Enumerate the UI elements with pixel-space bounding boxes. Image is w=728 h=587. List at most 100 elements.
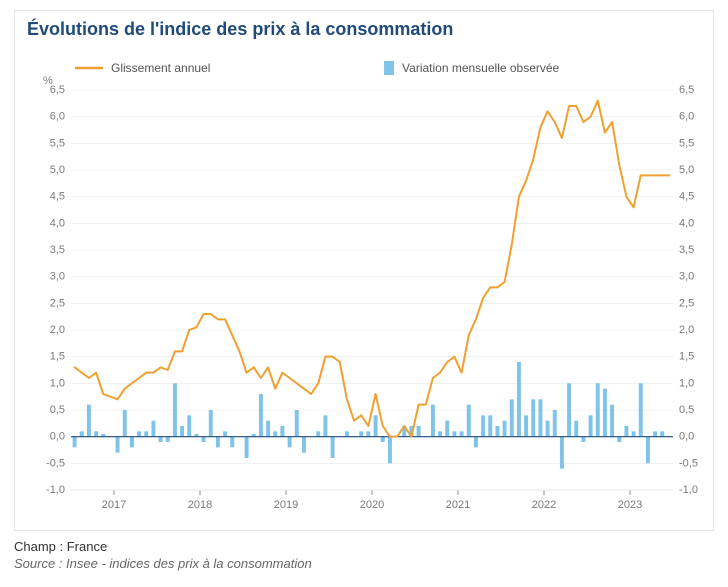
monthly-bar <box>359 431 363 436</box>
annual-line <box>75 101 670 437</box>
monthly-bar <box>560 437 564 469</box>
monthly-bar <box>524 415 528 436</box>
monthly-bar <box>130 437 134 448</box>
y-tick-label-left: 2,0 <box>50 324 65 336</box>
y-tick-label-right: 5,5 <box>679 137 694 149</box>
monthly-bar <box>87 405 91 437</box>
monthly-bar <box>567 383 571 436</box>
y-tick-label-right: -1,0 <box>679 484 698 496</box>
monthly-bar <box>180 426 184 437</box>
monthly-bar <box>273 431 277 436</box>
x-year-label: 2017 <box>102 499 126 511</box>
monthly-bar <box>323 415 327 436</box>
monthly-bar <box>374 415 378 436</box>
monthly-bar <box>538 399 542 436</box>
monthly-bar <box>646 437 650 464</box>
legend-line-label: Glissement annuel <box>111 61 210 75</box>
y-tick-label-right: 4,0 <box>679 217 694 229</box>
monthly-bar <box>209 410 213 437</box>
monthly-bar <box>173 383 177 436</box>
monthly-bar <box>488 415 492 436</box>
monthly-bar <box>610 405 614 437</box>
monthly-bar <box>123 410 127 437</box>
x-year-label: 2018 <box>188 499 212 511</box>
monthly-bar <box>460 431 464 436</box>
monthly-bar <box>259 394 263 437</box>
x-year-label: 2020 <box>360 499 384 511</box>
monthly-bar <box>553 410 557 437</box>
y-tick-label-right: 3,0 <box>679 271 694 283</box>
monthly-bar <box>266 421 270 437</box>
monthly-bar <box>589 415 593 436</box>
monthly-bar <box>510 399 514 436</box>
y-tick-label-right: 6,0 <box>679 111 694 123</box>
monthly-bar <box>94 431 98 436</box>
chart-canvas: -1,0-1,0-0,5-0,50,00,00,50,51,01,01,51,5… <box>23 50 721 520</box>
y-tick-label-left: 5,5 <box>50 137 65 149</box>
monthly-bar <box>331 437 335 458</box>
monthly-bar <box>116 437 120 453</box>
y-tick-label-right: 0,0 <box>679 431 694 443</box>
y-tick-label-right: 0,5 <box>679 404 694 416</box>
legend-bar-label: Variation mensuelle observée <box>402 61 560 75</box>
monthly-bar <box>295 410 299 437</box>
monthly-bar <box>151 421 155 437</box>
chart-title: Évolutions de l'indice des prix à la con… <box>27 19 705 40</box>
y-tick-label-right: 1,0 <box>679 377 694 389</box>
monthly-bar <box>316 431 320 436</box>
y-tick-label-left: 3,0 <box>50 271 65 283</box>
monthly-bar <box>624 426 628 437</box>
monthly-bar <box>187 415 191 436</box>
monthly-bar <box>302 437 306 453</box>
y-tick-label-left: -1,0 <box>46 484 65 496</box>
legend-bar-swatch <box>384 61 394 75</box>
monthly-bar <box>474 437 478 448</box>
x-year-label: 2023 <box>618 499 642 511</box>
y-tick-label-left: 3,5 <box>50 244 65 256</box>
monthly-bar <box>345 431 349 436</box>
monthly-bar <box>159 437 163 442</box>
y-tick-label-right: 3,5 <box>679 244 694 256</box>
y-tick-label-left: 1,0 <box>50 377 65 389</box>
monthly-bar <box>73 437 77 448</box>
monthly-bar <box>574 421 578 437</box>
monthly-bar <box>603 389 607 437</box>
x-year-label: 2022 <box>532 499 556 511</box>
y-tick-label-left: 6,0 <box>50 111 65 123</box>
monthly-bar <box>495 426 499 437</box>
monthly-bar <box>388 437 392 464</box>
monthly-bar <box>245 437 249 458</box>
y-tick-label-left: 1,5 <box>50 351 65 363</box>
monthly-bar <box>166 437 170 442</box>
monthly-bar <box>531 399 535 436</box>
y-tick-label-left: 0,5 <box>50 404 65 416</box>
chart-source: Source : Insee - indices des prix à la c… <box>14 556 714 571</box>
y-tick-label-left: 4,0 <box>50 217 65 229</box>
monthly-bar <box>546 421 550 437</box>
monthly-bar <box>216 437 220 448</box>
x-year-label: 2021 <box>446 499 470 511</box>
monthly-bar <box>617 437 621 442</box>
monthly-bar <box>445 421 449 437</box>
y-tick-label-left: 0,0 <box>50 431 65 443</box>
y-tick-label-right: 4,5 <box>679 191 694 203</box>
monthly-bar <box>417 426 421 437</box>
y-tick-label-right: 6,5 <box>679 84 694 96</box>
y-tick-label-right: 1,5 <box>679 351 694 363</box>
y-tick-label-right: 5,0 <box>679 164 694 176</box>
monthly-bar <box>431 405 435 437</box>
y-tick-label-left: 5,0 <box>50 164 65 176</box>
monthly-bar <box>517 362 521 437</box>
monthly-bar <box>80 431 84 436</box>
y-tick-label-left: 2,5 <box>50 297 65 309</box>
monthly-bar <box>596 383 600 436</box>
monthly-bar <box>481 415 485 436</box>
monthly-bar <box>639 383 643 436</box>
monthly-bar <box>438 431 442 436</box>
chart-panel: Évolutions de l'indice des prix à la con… <box>14 10 714 531</box>
monthly-bar <box>288 437 292 448</box>
monthly-bar <box>366 431 370 436</box>
y-tick-label-right: 2,5 <box>679 297 694 309</box>
monthly-bar <box>653 431 657 436</box>
monthly-bar <box>503 421 507 437</box>
